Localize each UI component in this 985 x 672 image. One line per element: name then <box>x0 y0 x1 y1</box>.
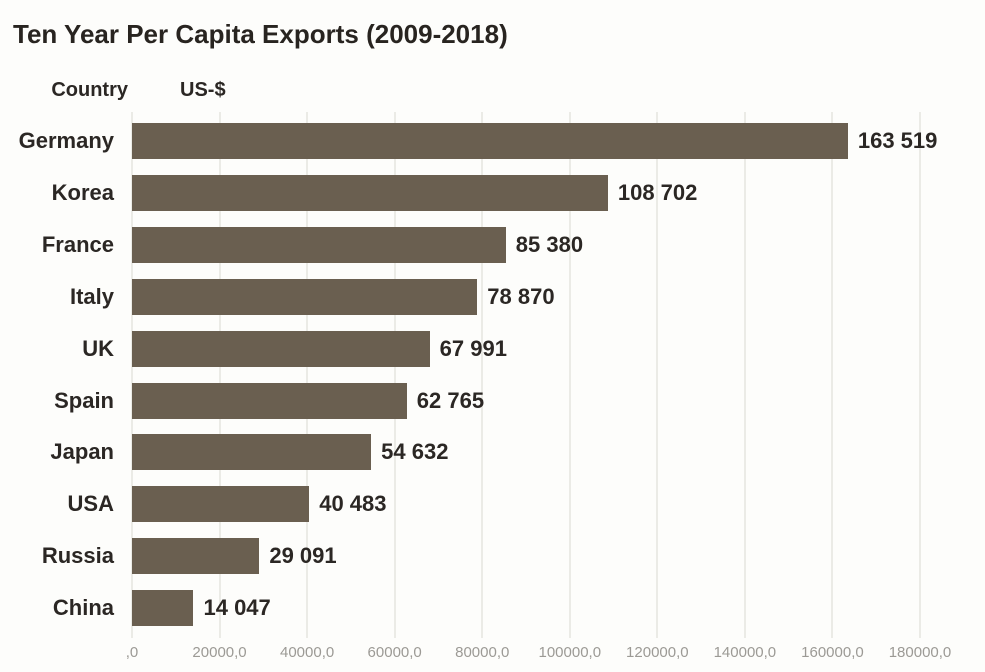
column-header-value: US-$ <box>180 79 226 101</box>
value-label: 78 870 <box>487 283 555 309</box>
gridline <box>218 112 221 638</box>
value-label: 163 519 <box>857 128 938 153</box>
bar-row: Korea 108 702 <box>52 174 920 211</box>
x-tick-label: ,0 <box>125 644 139 661</box>
bar <box>132 538 260 575</box>
value-label: 67 991 <box>439 335 507 361</box>
bar-row: Germany 163 519 <box>19 123 937 159</box>
x-tick-label: 120000,0 <box>626 644 689 661</box>
bar <box>132 226 506 263</box>
category-label: Italy <box>69 283 114 309</box>
category-label: Japan <box>50 439 114 465</box>
gridline <box>568 112 571 638</box>
gridline <box>656 112 659 638</box>
category-label: China <box>52 595 114 621</box>
bar-row: Japan 54 632 <box>50 434 920 471</box>
x-tick-label: 60000,0 <box>367 644 422 661</box>
value-label: 108 702 <box>617 179 698 205</box>
chart-title: Ten Year Per Capita Exports (2009-2018) <box>13 19 508 49</box>
x-axis: ,0 20000,0 40000,0 60000,0 80000,0 100000,0 12… <box>126 644 952 666</box>
gridline <box>481 112 484 638</box>
x-tick-label: 160000,0 <box>801 644 864 661</box>
bar <box>132 330 430 367</box>
bar <box>132 382 407 419</box>
x-tick-label: 180000,0 <box>888 644 952 661</box>
x-tick-label: 100000,0 <box>538 644 602 661</box>
gridline <box>743 112 746 638</box>
bar-row: France 85 380 <box>42 226 920 263</box>
gridline <box>131 112 133 638</box>
bar <box>132 278 478 315</box>
category-label: UK <box>82 335 114 361</box>
x-tick-label: 40000,0 <box>279 644 335 661</box>
bar <box>132 434 372 471</box>
bar <box>132 123 848 159</box>
value-label: 29 091 <box>269 543 337 569</box>
bar-row: USA 40 483 <box>68 486 920 523</box>
bar-row: UK 67 991 <box>82 330 920 367</box>
gridline <box>831 112 834 638</box>
bar <box>132 486 310 523</box>
plot-area: Germany 163 519 Korea 108 702 France 85 380 It… <box>19 112 937 638</box>
category-label: Spain <box>54 387 114 413</box>
category-label: Russia <box>41 543 114 569</box>
value-label: 62 765 <box>416 387 485 413</box>
category-label: Korea <box>51 179 114 205</box>
bar-row: China 14 047 <box>53 590 920 627</box>
gridline <box>306 112 309 638</box>
value-label: 14 047 <box>203 595 271 621</box>
x-tick-label: 20000,0 <box>192 644 247 661</box>
category-label: USA <box>67 491 114 517</box>
bar-row: Italy 78 870 <box>70 278 920 315</box>
column-header-country: Country <box>51 79 128 101</box>
value-label: 54 632 <box>381 439 449 465</box>
bar <box>132 174 608 211</box>
gridline <box>919 112 921 638</box>
category-label: Germany <box>18 128 114 153</box>
value-label: 85 380 <box>515 231 584 257</box>
gridline <box>393 112 396 638</box>
category-label: France <box>41 231 114 257</box>
x-tick-label: 80000,0 <box>455 644 510 661</box>
bar-row: Russia 29 091 <box>42 538 920 575</box>
bar <box>132 590 194 627</box>
value-label: 40 483 <box>319 491 387 517</box>
bar-row: Spain 62 765 <box>54 382 920 419</box>
x-tick-label: 140000,0 <box>713 644 777 661</box>
